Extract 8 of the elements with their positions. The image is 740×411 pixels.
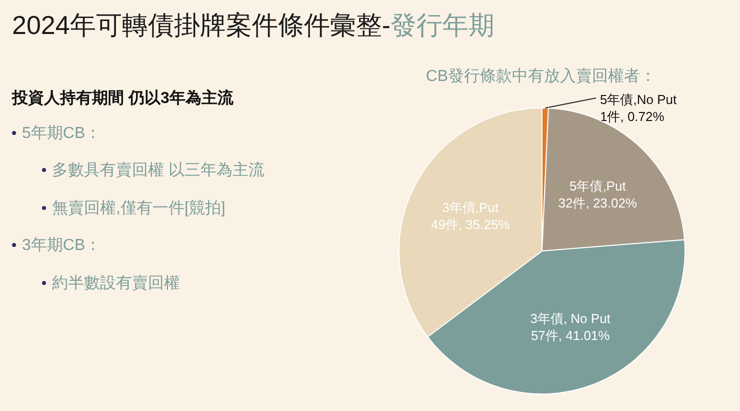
- annotation: CB發行條款中有放入賣回權者：: [426, 68, 656, 85]
- annotation: 約半數設有賣回權: [52, 275, 180, 292]
- annotation: 5年期CB：: [22, 125, 102, 142]
- annotation: 多數具有賣回權 以三年為主流: [52, 162, 264, 179]
- title: 2024年可轉債掛牌案件條件彙整-發行年期: [12, 10, 494, 40]
- annotation: 3年期CB：: [22, 237, 102, 254]
- annotation: 無賣回權,僅有一件[競拍]: [52, 200, 226, 217]
- annotation: 投資人持有期間 仍以3年為主流: [12, 90, 234, 107]
